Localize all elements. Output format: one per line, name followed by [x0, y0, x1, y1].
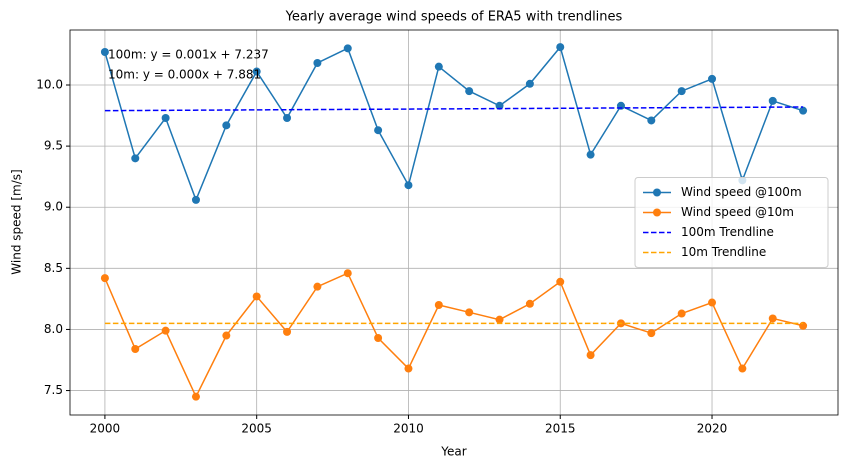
legend-marker	[653, 188, 661, 197]
data-point	[738, 364, 747, 373]
data-point	[374, 126, 383, 135]
data-point	[191, 195, 200, 204]
data-point	[374, 334, 383, 342]
x-tick-label: 2020	[697, 422, 728, 436]
data-point	[191, 392, 200, 401]
legend-label: Wind speed @10m	[681, 205, 794, 219]
data-point	[252, 67, 261, 76]
series-line	[104, 272, 804, 399]
data-point	[799, 106, 808, 115]
data-point	[222, 331, 231, 340]
data-point	[708, 298, 717, 307]
legend-box	[634, 177, 829, 268]
data-point	[131, 345, 140, 353]
data-point	[434, 301, 443, 309]
data-point	[404, 181, 413, 190]
legend-marker	[653, 208, 661, 217]
data-point	[161, 114, 170, 122]
data-point	[283, 114, 292, 122]
data-point	[465, 308, 474, 317]
series-line	[104, 45, 804, 202]
data-point	[768, 314, 777, 323]
data-point	[343, 269, 352, 278]
data-point	[677, 87, 686, 96]
data-point	[586, 150, 595, 159]
annotation: 100m: y = 0.001x + 7.237	[108, 48, 269, 62]
data-point	[708, 74, 717, 83]
y-axis-label: Wind speed [m/s]	[10, 169, 24, 274]
x-tick-label: 2000	[90, 422, 121, 436]
plot-frame	[69, 29, 839, 416]
data-point	[100, 48, 109, 56]
data-point	[525, 79, 534, 88]
data-point	[252, 292, 261, 301]
data-point	[768, 96, 777, 105]
data-point	[222, 121, 231, 130]
data-point	[495, 101, 504, 110]
data-point	[131, 154, 140, 163]
data-point	[343, 44, 352, 53]
data-point	[677, 309, 686, 318]
data-point	[404, 364, 413, 373]
chart-title: Yearly average wind speeds of ERA5 with …	[285, 10, 623, 25]
series-line	[104, 106, 804, 112]
y-tick-label: 8.0	[44, 322, 63, 336]
y-tick-label: 10.0	[36, 78, 63, 92]
data-point	[586, 351, 595, 360]
data-point	[556, 277, 565, 286]
data-point	[161, 326, 170, 335]
data-point	[434, 62, 443, 71]
x-tick-label: 2005	[241, 422, 272, 436]
data-point	[313, 59, 322, 67]
x-tick-label: 2010	[393, 422, 424, 436]
y-tick-label: 8.5	[44, 261, 63, 275]
legend-label: 100m Trendline	[681, 225, 774, 239]
x-tick-label: 2015	[545, 422, 576, 436]
data-point	[799, 321, 808, 330]
y-tick-label: 9.5	[44, 139, 63, 153]
y-tick-label: 7.5	[44, 383, 63, 397]
data-point	[556, 43, 565, 52]
x-axis-label: Year	[440, 445, 466, 459]
data-point	[495, 315, 504, 324]
data-point	[283, 327, 292, 336]
data-point	[313, 282, 322, 291]
legend-label: Wind speed @100m	[681, 185, 802, 199]
data-point	[465, 87, 474, 96]
legend-label: 10m Trendline	[681, 245, 766, 259]
annotation: 10m: y = 0.000x + 7.881	[108, 68, 261, 82]
data-point	[100, 274, 109, 283]
data-point	[525, 299, 534, 308]
data-point	[647, 329, 656, 338]
data-point	[647, 116, 656, 125]
y-tick-label: 9.0	[44, 200, 63, 214]
